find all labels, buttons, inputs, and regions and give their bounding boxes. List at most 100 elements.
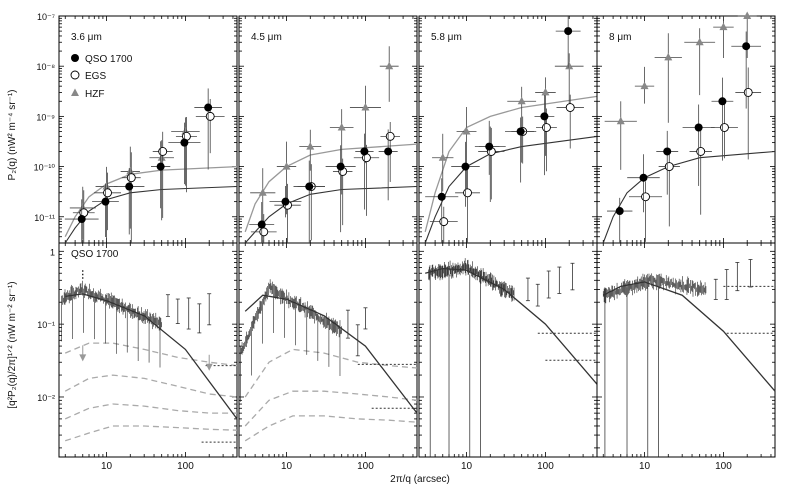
qso-point xyxy=(615,207,624,216)
x-tick-label: 100 xyxy=(537,461,554,472)
hzf-point xyxy=(282,162,291,170)
dashed-component-curve xyxy=(64,374,238,398)
top-y-tick-label: 10⁻⁷ xyxy=(37,12,55,22)
legend-marker-egs xyxy=(70,70,80,80)
bottom-y-tick-label: 1 xyxy=(50,247,55,257)
top-y-tick-label: 10⁻⁸ xyxy=(36,62,55,72)
dashed-component-curve xyxy=(64,425,238,442)
hzf-point xyxy=(719,22,728,31)
model-fluctuation-curve xyxy=(425,267,598,385)
egs-point xyxy=(205,111,215,121)
panel-label: 8 μm xyxy=(609,32,631,43)
upper-limit-arrow-head xyxy=(205,363,213,371)
x-tick-label: 10 xyxy=(281,461,293,472)
x-tick-label: 10 xyxy=(639,461,651,472)
qso-point xyxy=(516,127,525,136)
qso-point xyxy=(663,147,672,156)
panel-4: 10 100 8 μm xyxy=(596,11,776,472)
egs-point xyxy=(103,188,112,198)
qso-point xyxy=(360,147,369,156)
hzf-point xyxy=(306,142,315,150)
bottom-panel-frame xyxy=(238,242,418,458)
hzf-point xyxy=(695,37,704,46)
egs-point xyxy=(259,227,269,237)
egs-point xyxy=(720,123,729,132)
model-fluctuation-curve xyxy=(602,281,776,392)
egs-point xyxy=(158,147,168,156)
egs-point xyxy=(696,147,706,156)
egs-point xyxy=(385,131,395,141)
qso-point xyxy=(156,162,165,171)
egs-point xyxy=(542,123,551,132)
qso-point xyxy=(281,197,290,206)
dashed-component-curve xyxy=(64,342,238,367)
x-tick-label: 100 xyxy=(177,461,194,472)
panels: 10 100 10⁻¹¹ 10⁻¹⁰ 10⁻⁹ 10⁻⁸ 10⁻⁷ 10⁻² 10⁻¹ 1 3.6 … xyxy=(34,11,776,472)
hzf-point xyxy=(664,52,673,61)
top-y-axis-label: P₂(q) (nW² m⁻⁴ sr⁻¹) xyxy=(7,90,18,181)
dashed-component-curve xyxy=(244,348,418,398)
qso-point xyxy=(564,27,573,36)
qso-point xyxy=(639,173,648,182)
hzf-point xyxy=(385,61,394,70)
model-fluctuation-curve xyxy=(65,293,238,420)
x-tick-label: 100 xyxy=(715,461,732,472)
qso-point xyxy=(204,103,213,112)
egs-point xyxy=(565,103,575,112)
top-y-tick-label: 10⁻¹⁰ xyxy=(34,163,56,173)
hzf-point xyxy=(517,96,526,105)
x-axis-label: 2π/q (arcsec) xyxy=(390,474,450,485)
panel-2: 10 100 4.5 μm xyxy=(238,15,418,472)
bottom-panel-frame xyxy=(596,242,776,458)
legend-label: EGS xyxy=(85,71,106,82)
egs-point xyxy=(463,188,472,198)
legend-label: QSO 1700 xyxy=(85,54,133,65)
hzf-point xyxy=(640,81,649,90)
hzf-point xyxy=(102,182,111,190)
qso-point xyxy=(384,147,393,156)
bottom-panel-label: QSO 1700 xyxy=(71,249,119,260)
x-tick-label: 10 xyxy=(101,461,113,472)
panel-3: 10 100 5.8 μm xyxy=(418,15,598,472)
hzf-point xyxy=(462,126,471,135)
panel-label: 4.5 μm xyxy=(251,32,282,43)
qso-point xyxy=(77,215,86,224)
hzf-point xyxy=(541,87,550,96)
qso-point xyxy=(125,182,134,191)
qso-point xyxy=(336,162,345,171)
legend: QSO 1700 EGS HZF xyxy=(70,54,133,100)
hzf-point xyxy=(126,166,135,175)
qso-point xyxy=(718,97,727,106)
qso-point xyxy=(101,197,110,206)
bottom-y-tick-label: 10⁻¹ xyxy=(37,320,55,330)
egs-point xyxy=(743,87,753,97)
model-fluctuation-curve xyxy=(244,294,418,414)
qso-point xyxy=(485,142,494,151)
hzf-point xyxy=(565,61,574,70)
panel-1: 10 100 10⁻¹¹ 10⁻¹⁰ 10⁻⁹ 10⁻⁸ 10⁻⁷ 10⁻² 10⁻¹ 1 3.6 … xyxy=(34,12,238,472)
egs-point xyxy=(126,173,136,183)
egs-point xyxy=(664,162,674,172)
hzf-point xyxy=(361,103,370,111)
bottom-y-tick-label: 10⁻² xyxy=(37,393,55,403)
panel-label: 3.6 μm xyxy=(71,32,102,43)
hzf-point xyxy=(616,116,625,125)
hzf-point xyxy=(337,123,346,131)
qso-point xyxy=(540,112,549,121)
legend-marker-qso xyxy=(71,54,79,62)
bottom-y-axis-label: [q²P₂(q)/2π]¹ᐟ² (nW m⁻² sr⁻¹) xyxy=(7,281,18,408)
hzf-point xyxy=(438,153,447,161)
qso-point xyxy=(742,42,751,51)
x-tick-label: 10 xyxy=(461,461,473,472)
egs-point xyxy=(641,192,650,202)
bottom-panel-frame xyxy=(58,242,238,458)
hzf-point xyxy=(157,153,166,161)
dashed-component-curve xyxy=(244,415,418,442)
qso-point xyxy=(694,123,703,132)
dashed-component-curve xyxy=(64,403,237,420)
egs-point xyxy=(439,217,449,227)
hzf-point xyxy=(258,188,267,196)
panel-label: 5.8 μm xyxy=(431,32,462,43)
